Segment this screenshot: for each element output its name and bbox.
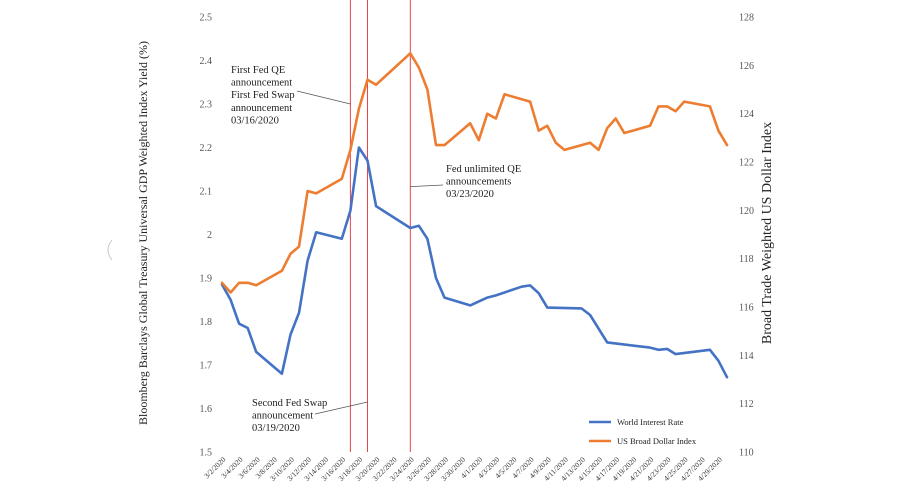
y-axis-right-title: Broad Trade Weighted US Dollar Index — [760, 122, 775, 344]
us-broad-dollar-index-line — [220, 51, 729, 294]
annotation-text: announcement — [252, 411, 313, 422]
annotation-leader — [314, 401, 368, 415]
annotation-text: 03/19/2020 — [252, 423, 300, 434]
y-right-tick-label: 112 — [739, 399, 754, 410]
y-left-tick-label: 2.2 — [200, 143, 213, 154]
y-right-tick-label: 118 — [739, 254, 754, 265]
annotation-text: First Fed QE — [231, 65, 285, 76]
event-lines — [349, 0, 411, 452]
annotation-text: Second Fed Swap — [252, 398, 327, 409]
world-interest-rate-line — [220, 146, 729, 379]
x-axis-ticks: 3/2/20203/4/20203/6/20203/8/20203/10/202… — [202, 455, 724, 483]
legend-label: US Broad Dollar Index — [617, 436, 697, 446]
annotation-text: announcement — [231, 103, 292, 114]
y-axis-left-ticks: 1.5 1.6 1.7 1.8 1.9 2 2.1 2.2 2.3 2.4 2.5 — [200, 13, 213, 459]
legend: World Interest Rate US Broad Dollar Index — [589, 417, 697, 446]
y-left-tick-label: 2.4 — [200, 56, 213, 67]
y-left-tick-label: 1.6 — [200, 404, 213, 415]
annotation-text: 03/23/2020 — [446, 189, 494, 200]
y-right-tick-label: 120 — [739, 206, 754, 217]
y-right-tick-label: 122 — [739, 158, 754, 169]
y-right-tick-label: 124 — [739, 109, 754, 120]
y-right-tick-label: 116 — [739, 303, 754, 314]
y-axis-left-title: Bloomberg Barclays Global Treasury Unive… — [136, 41, 150, 425]
y-axis-right-ticks: 110 112 114 116 118 120 122 124 126 128 — [739, 13, 754, 459]
y-left-tick-label: 2.3 — [200, 100, 213, 111]
y-left-tick-label: 2 — [207, 230, 212, 241]
y-right-tick-label: 128 — [739, 13, 754, 24]
series-layer — [220, 51, 729, 379]
annotation-leader — [410, 184, 444, 188]
annotation-text: Fed unlimited QE — [446, 164, 521, 175]
annotation-text: announcements — [446, 177, 511, 188]
y-right-tick-label: 126 — [739, 61, 754, 72]
y-left-tick-label: 1.8 — [200, 317, 213, 328]
y-left-tick-label: 1.7 — [200, 361, 213, 372]
y-right-tick-label: 114 — [739, 351, 754, 362]
y-right-tick-label: 110 — [739, 448, 754, 459]
annotation-leader — [296, 90, 351, 105]
y-left-tick-label: 2.5 — [200, 13, 213, 24]
annotation-text: announcement — [231, 78, 292, 89]
y-left-tick-label: 1.9 — [200, 274, 213, 285]
y-left-tick-label: 1.5 — [200, 448, 213, 459]
legend-label: World Interest Rate — [617, 417, 684, 427]
y-left-tick-label: 2.1 — [200, 187, 213, 198]
annotation-text: 03/16/2020 — [231, 115, 279, 126]
annotation-text: First Fed Swap — [231, 90, 295, 101]
decorative-arc — [107, 239, 113, 261]
